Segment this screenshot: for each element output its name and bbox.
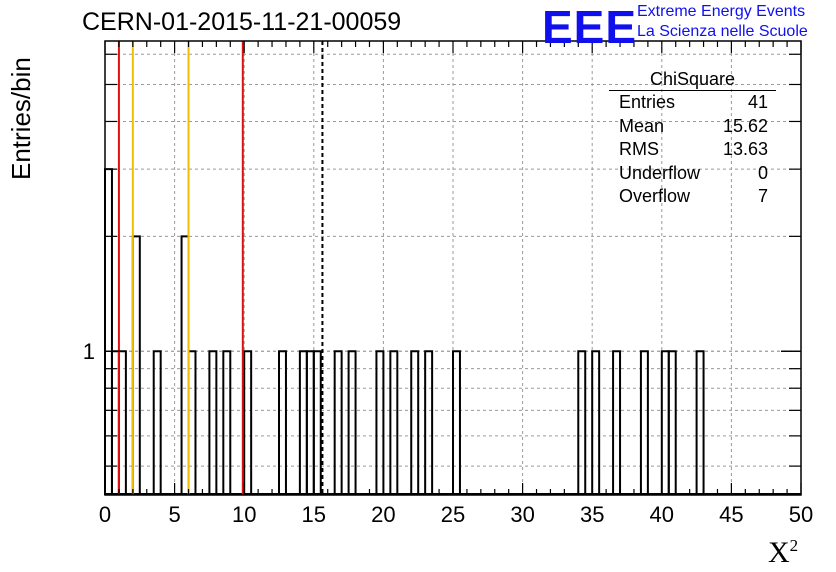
stats-row-overflow: Overflow 7 <box>619 186 768 206</box>
x-tick-label: 15 <box>302 502 326 527</box>
histogram-bar <box>612 350 622 495</box>
histogram-bar <box>305 350 315 495</box>
histogram-bar <box>667 350 677 495</box>
histogram-bar <box>410 350 420 495</box>
x-tick-label: 50 <box>789 502 813 527</box>
histogram-bar <box>695 350 705 495</box>
histogram-bar <box>424 350 434 495</box>
x-tick-label: 10 <box>232 502 256 527</box>
tick-labels: 0 5 10 15 20 25 30 35 40 45 50 1 <box>83 339 813 527</box>
y-tick-label: 1 <box>83 339 95 364</box>
x-tick-label: 20 <box>371 502 395 527</box>
histogram-bar <box>639 350 649 495</box>
logo-line-1: Extreme Energy Events <box>637 3 806 20</box>
histogram-bar <box>152 350 162 495</box>
stats-row-underflow: Underflow 0 <box>619 162 768 183</box>
stats-row-rms: RMS 13.63 <box>619 139 768 159</box>
x-tick-label: 40 <box>650 502 674 527</box>
histogram-bar <box>243 350 253 495</box>
chart-title: CERN-01-2015-11-21-00059 <box>82 8 402 36</box>
histogram-bar <box>278 350 287 495</box>
histogram-bar <box>104 168 113 495</box>
x-tick-label: 5 <box>168 502 180 527</box>
logo-line-2: La Scienza nelle Scuole <box>637 23 808 40</box>
histogram-bar <box>347 350 357 495</box>
x-axis-label: X2 <box>768 536 799 569</box>
eee-logo: EEE <box>542 1 638 53</box>
axis-ticks <box>104 41 802 495</box>
histogram-bar <box>110 350 120 495</box>
histogram-bar <box>375 350 385 495</box>
x-tick-label: 30 <box>510 502 534 527</box>
reference-lines <box>117 41 324 495</box>
x-tick-label: 0 <box>99 502 111 527</box>
histogram-bar <box>222 350 232 495</box>
y-axis-label: Entries/bin <box>6 57 36 180</box>
histogram-bar <box>298 350 308 495</box>
histogram-bar <box>333 350 343 495</box>
histogram-bars <box>104 168 801 495</box>
histogram-bar <box>577 350 587 495</box>
stats-row-mean: Mean 15.62 <box>619 115 768 136</box>
stats-row-entries: Entries 41 <box>619 92 768 112</box>
stats-title: ChiSquare <box>609 68 776 91</box>
histogram-bar <box>312 350 322 495</box>
histogram-bar <box>131 235 141 495</box>
histogram-bar <box>389 350 399 495</box>
histogram-bar <box>117 350 127 495</box>
histogram-bar <box>180 235 190 495</box>
histogram-bar <box>660 350 670 495</box>
histogram-bar <box>187 350 197 495</box>
stats-box: ChiSquare Entries 41 Mean 15.62 RMS 13.63 U… <box>609 68 776 209</box>
x-tick-label: 45 <box>719 502 743 527</box>
histogram-bar <box>208 350 218 495</box>
x-tick-label: 35 <box>580 502 604 527</box>
histogram-bar <box>591 350 601 495</box>
x-tick-label: 25 <box>441 502 465 527</box>
histogram-bar <box>452 350 461 495</box>
